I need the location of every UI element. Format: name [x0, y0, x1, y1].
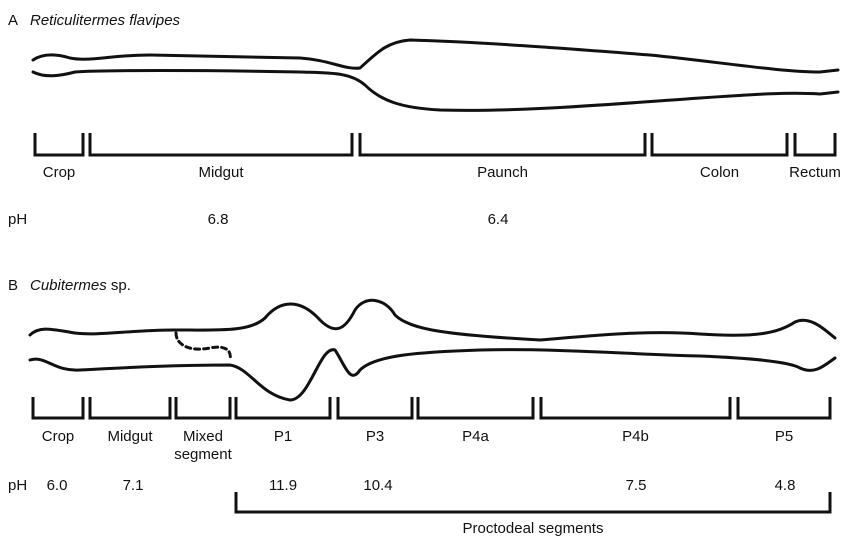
segment-label: Paunch: [477, 164, 528, 182]
segment-bracket: [33, 397, 83, 418]
segment-bracket: [360, 133, 645, 155]
ph-label: pH: [8, 477, 27, 495]
ph-value: 6.8: [208, 211, 229, 229]
segment-label: Midgut: [107, 428, 152, 446]
segment-bracket: [338, 397, 412, 418]
segment-label: P4a: [462, 428, 489, 446]
segment-label: P4b: [622, 428, 649, 446]
segment-bracket: [35, 133, 83, 155]
segment-label: Midgut: [198, 164, 243, 182]
ph-value: 6.4: [488, 211, 509, 229]
ph-value: 4.8: [775, 477, 796, 495]
species: Cubitermes sp.: [30, 277, 131, 295]
panel-label: A: [8, 12, 18, 30]
segment-bracket: [738, 397, 830, 418]
diagram: [0, 0, 860, 542]
ph-label: pH: [8, 211, 27, 229]
figure: A Reticulitermes flavipes B Cubitermes s…: [0, 0, 860, 542]
segment-label: Mixed segment: [168, 428, 238, 464]
ph-value: 10.4: [363, 477, 392, 495]
segment-bracket: [541, 397, 730, 418]
segment-label: P3: [366, 428, 384, 446]
ph-value: 7.1: [123, 477, 144, 495]
segment-bracket: [176, 397, 230, 418]
segment-bracket: [795, 133, 835, 155]
ph-value: 7.5: [626, 477, 647, 495]
gut-outline: [30, 350, 835, 400]
segment-label: Rectum: [789, 164, 841, 182]
gut-outline: [33, 40, 838, 72]
mixed-segment-boundary: [176, 333, 230, 360]
segment-bracket: [418, 397, 533, 418]
panel-label: B: [8, 277, 18, 295]
segment-bracket: [652, 133, 787, 155]
species-suffix: sp.: [111, 277, 131, 294]
segment-label: Colon: [700, 164, 739, 182]
gut-outline: [33, 71, 838, 111]
segment-bracket: [90, 397, 170, 418]
species-genus: Cubitermes: [30, 277, 107, 294]
gut-outline: [30, 300, 835, 340]
ph-value: 11.9: [269, 477, 297, 495]
ph-value: 6.0: [47, 477, 68, 495]
segment-bracket: [236, 397, 330, 418]
segment-label: Crop: [42, 428, 75, 446]
segment-label: P1: [274, 428, 292, 446]
group-label: Proctodeal segments: [463, 520, 604, 538]
segment-label: P5: [775, 428, 793, 446]
segment-label: Crop: [43, 164, 76, 182]
group-bracket: [236, 492, 830, 512]
segment-bracket: [90, 133, 352, 155]
species: Reticulitermes flavipes: [30, 12, 180, 30]
